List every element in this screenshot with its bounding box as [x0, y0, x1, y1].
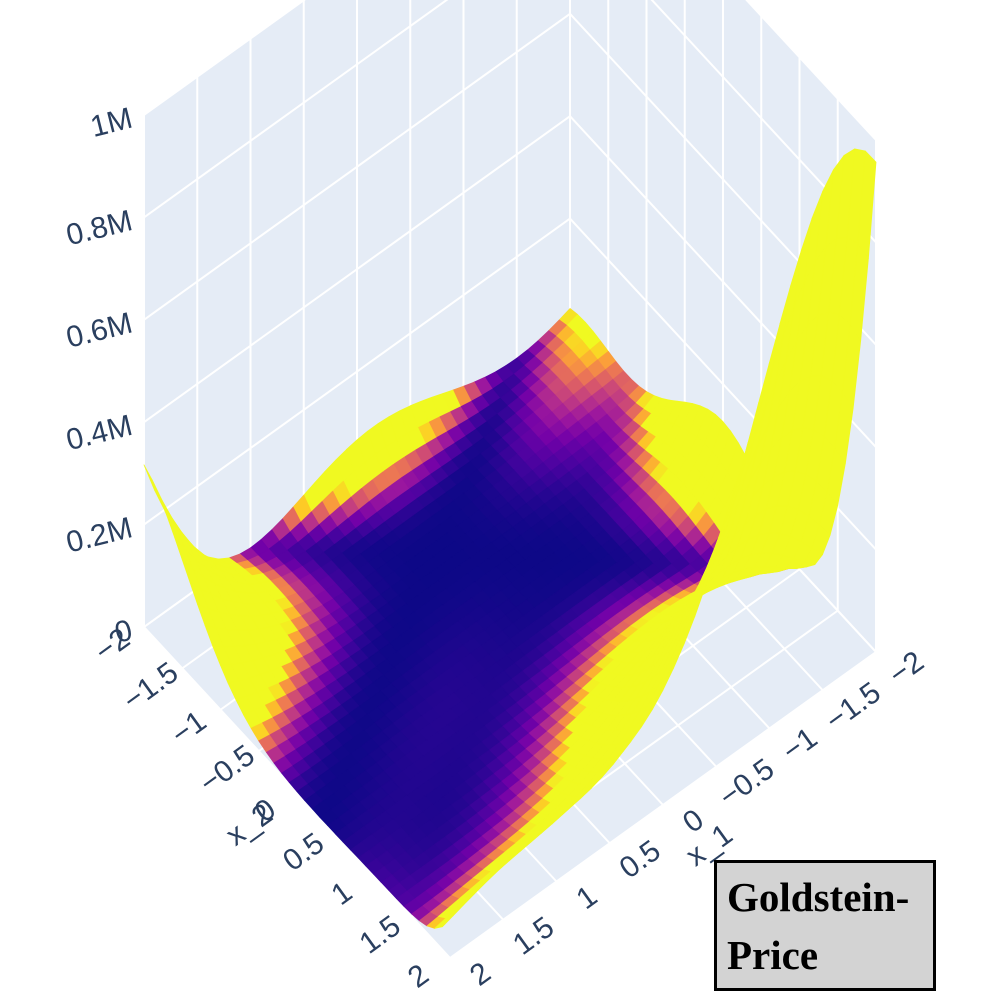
wall-grid-z: [745, 0, 877, 141]
wall-grid-z: [143, 115, 571, 424]
z-tick-label: 0.2M: [63, 511, 136, 559]
wall-grid-z: [143, 217, 571, 526]
y-tick-label: −1.5: [117, 656, 184, 718]
x-tick-label: −2: [883, 645, 930, 692]
floor-grid-x1: [143, 626, 451, 959]
z-tick-label: 0.8M: [63, 204, 136, 252]
y-tick-label: 1.5: [354, 909, 407, 960]
floor-grid-x2: [449, 651, 877, 959]
x-tick-label: 1.5: [507, 911, 560, 962]
x-tick-label: 2: [464, 956, 497, 993]
y-tick-label: 0.5: [277, 827, 330, 878]
wall-grid-z: [143, 0, 306, 116]
x-tick-label: 0.5: [614, 834, 667, 885]
chart-title: Goldstein-Price: [727, 873, 910, 978]
z-tick-label: 0.6M: [63, 307, 136, 355]
y-tick-label: −1: [165, 705, 212, 752]
y-tick-label: 2: [402, 958, 435, 995]
z-tick-label: 1M: [87, 102, 135, 144]
x-tick-label: −1: [776, 721, 823, 768]
x-tick-label: 1: [570, 880, 603, 917]
y-tick-label: 1: [325, 875, 358, 912]
y-tick-label: −0.5: [194, 739, 261, 801]
wall-grid-z: [143, 0, 449, 219]
chart-title-box: Goldstein-Price: [714, 860, 936, 991]
surface-mesh[interactable]: [143, 148, 877, 929]
z-tick-label: 0.4M: [63, 409, 136, 457]
wall-grid-z: [143, 12, 571, 321]
surface-patch: [441, 905, 462, 928]
